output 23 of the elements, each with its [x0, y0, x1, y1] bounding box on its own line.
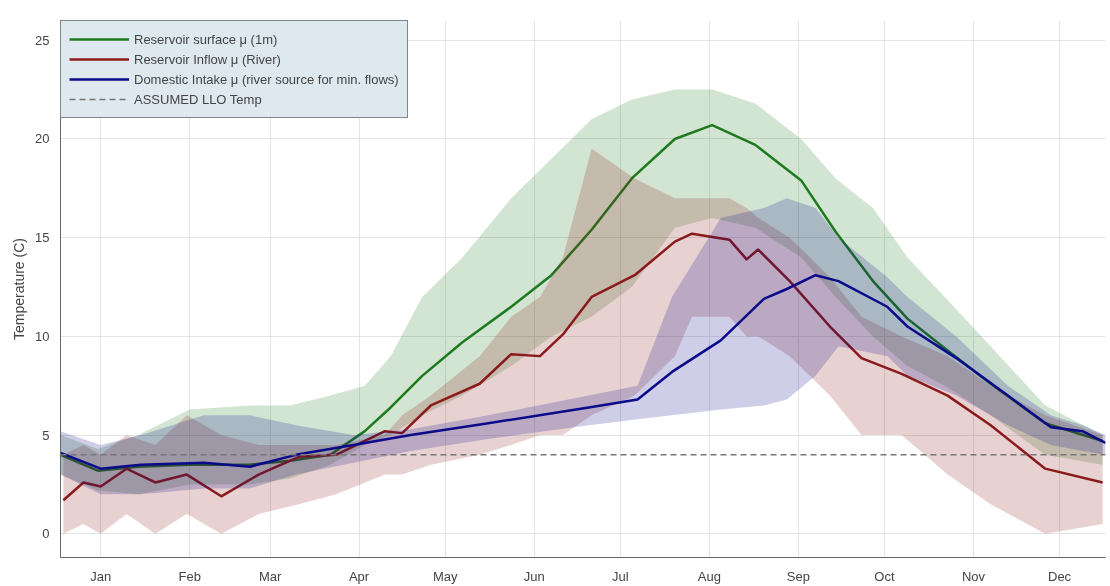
x-tick-label: May [432, 568, 458, 584]
x-tick-label: Feb [178, 568, 201, 584]
y-tick-label: 5 [42, 427, 50, 443]
y-tick-label: 15 [35, 230, 50, 246]
x-tick-label: Mar [258, 568, 282, 584]
y-tick-label: 25 [35, 32, 50, 48]
x-tick-label: Sep [786, 568, 810, 584]
y-axis-title: Temperature (C) [11, 238, 28, 340]
x-tick-label: Jan [90, 568, 112, 584]
x-tick-label: Oct [874, 568, 895, 584]
y-tick-label: 20 [35, 131, 50, 147]
x-tick-label: Apr [348, 568, 370, 584]
legend-label: Domestic Intake μ (river source for min. flows) [134, 71, 399, 87]
legend-label: ASSUMED LLO Temp [134, 91, 262, 107]
x-tick-label: Jun [523, 568, 545, 584]
x-tick-label: Aug [697, 568, 721, 584]
x-tick-label: Dec [1048, 568, 1072, 584]
x-tick-label: Nov [961, 568, 986, 584]
y-tick-label: 0 [42, 526, 50, 542]
x-tick-label: Jul [612, 568, 629, 584]
legend-label: Reservoir Inflow μ (River) [134, 51, 281, 67]
legend-label: Reservoir surface μ (1m) [134, 31, 278, 47]
y-tick-label: 10 [35, 328, 50, 344]
